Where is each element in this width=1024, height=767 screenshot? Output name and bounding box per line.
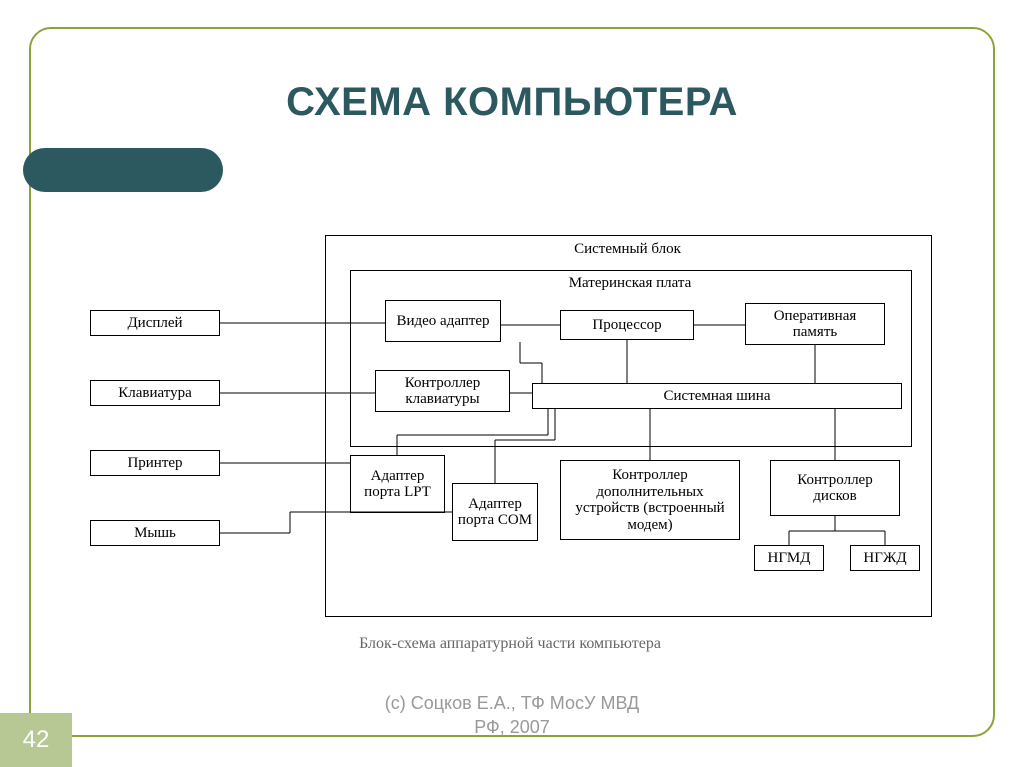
footer-line2: РФ, 2007: [474, 717, 550, 737]
node-display: Дисплей: [90, 310, 220, 336]
slide: СХЕМА КОМПЬЮТЕРА Системный блок Материнс…: [0, 0, 1024, 767]
diagram-caption: Блок-схема аппаратурной части компьютера: [90, 635, 930, 653]
node-ram: Оперативная память: [745, 303, 885, 345]
container-motherboard: [350, 270, 912, 447]
node-mouse: Мышь: [90, 520, 220, 546]
footer-line1: (с) Соцков Е.А., ТФ МосУ МВД: [385, 693, 640, 713]
node-com-adapter: Адаптер порта COM: [452, 483, 538, 541]
diagram: Системный блок Материнская плата Дисплей…: [90, 235, 930, 665]
node-lpt-adapter: Адаптер порта LPT: [350, 455, 445, 513]
node-ngjd: НГЖД: [850, 545, 920, 571]
label-system-block: Системный блок: [325, 241, 930, 258]
node-extra-ctrl: Контроллер дополнительных устройств (вст…: [560, 460, 740, 540]
slide-title: СХЕМА КОМПЬЮТЕРА: [0, 80, 1024, 125]
slide-number-badge: 42: [0, 713, 72, 767]
node-keyboard: Клавиатура: [90, 380, 220, 406]
node-ngmd: НГМД: [754, 545, 824, 571]
slide-footer: (с) Соцков Е.А., ТФ МосУ МВД РФ, 2007: [0, 692, 1024, 739]
node-video-adapter: Видео адаптер: [385, 300, 501, 342]
title-pill: [23, 148, 223, 192]
node-system-bus: Системная шина: [532, 383, 902, 409]
node-disk-ctrl: Контроллер дисков: [770, 460, 900, 516]
node-processor: Процессор: [560, 310, 694, 340]
node-printer: Принтер: [90, 450, 220, 476]
label-motherboard: Материнская плата: [350, 275, 910, 292]
node-kbd-controller: Контроллер клавиатуры: [375, 370, 510, 412]
